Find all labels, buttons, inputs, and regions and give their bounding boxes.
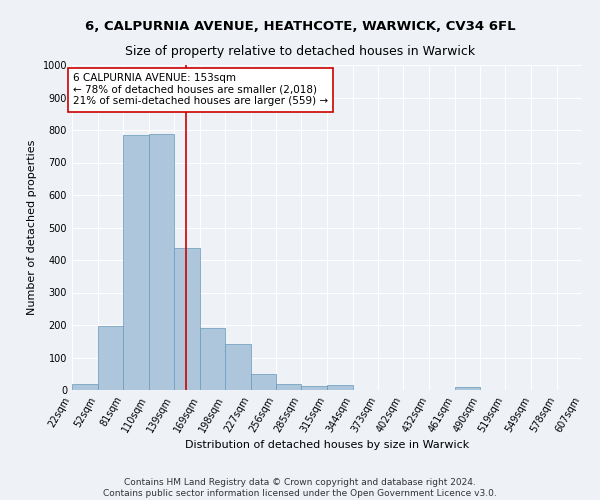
Bar: [226, 344, 251, 390]
Y-axis label: Number of detached properties: Number of detached properties: [27, 140, 37, 315]
Text: 6 CALPURNIA AVENUE: 153sqm
← 78% of detached houses are smaller (2,018)
21% of s: 6 CALPURNIA AVENUE: 153sqm ← 78% of deta…: [73, 73, 328, 106]
Bar: [72, 384, 98, 390]
Text: Size of property relative to detached houses in Warwick: Size of property relative to detached ho…: [125, 45, 475, 58]
Bar: [124, 135, 149, 390]
Bar: [301, 386, 328, 390]
X-axis label: Distribution of detached houses by size in Warwick: Distribution of detached houses by size …: [185, 440, 469, 450]
Text: Contains HM Land Registry data © Crown copyright and database right 2024.
Contai: Contains HM Land Registry data © Crown c…: [103, 478, 497, 498]
Bar: [98, 326, 124, 390]
Text: 6, CALPURNIA AVENUE, HEATHCOTE, WARWICK, CV34 6FL: 6, CALPURNIA AVENUE, HEATHCOTE, WARWICK,…: [85, 20, 515, 33]
Bar: [174, 248, 200, 390]
Bar: [149, 134, 174, 390]
Bar: [276, 384, 301, 390]
Bar: [251, 374, 276, 390]
Bar: [200, 328, 226, 390]
Bar: [455, 387, 480, 390]
Bar: [328, 386, 353, 390]
